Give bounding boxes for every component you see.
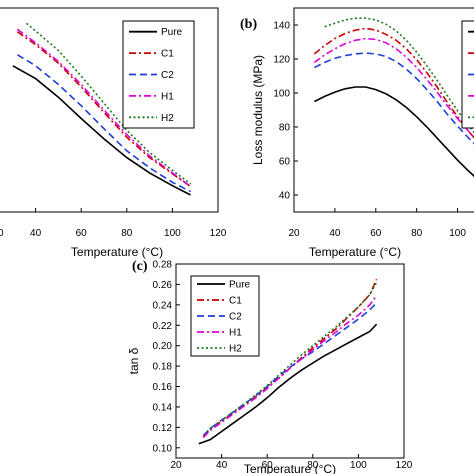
y-tick-label: 120	[273, 55, 290, 66]
x-tick-label: 60	[262, 460, 274, 471]
x-tick-label: 100	[449, 228, 466, 239]
legend-label-h1: H1	[161, 91, 174, 102]
y-tick-label: 0.18	[153, 362, 173, 373]
y-tick-label: 0.12	[153, 423, 173, 434]
y-axis-label: Loss modulus (MPa)	[251, 55, 265, 165]
series-line-h1	[313, 37, 474, 139]
chart-panel-2: 20 40 60 80 100 40 60 80 100 120 140 Temperature (°…	[240, 7, 474, 259]
legend-label-h2: H2	[229, 344, 242, 355]
y-tick-label: 60	[279, 157, 291, 168]
series-line-h2	[324, 17, 474, 134]
y-tick-label: 0.20	[153, 341, 173, 352]
series-line-h2	[202, 282, 378, 437]
plot-frame	[0, 7, 219, 213]
x-tick-label: 120	[396, 460, 413, 471]
chart-panel-1: 40 60 80 100 120 20 Temperature (°C) Pure C1 C2 H1…	[0, 7, 227, 259]
x-axis-label: Temperature (°C)	[309, 245, 401, 259]
series-line-h1	[202, 295, 378, 439]
panel-label: (b)	[240, 17, 257, 32]
y-tick-label: 0.26	[153, 280, 173, 291]
y-tick-label: 80	[279, 123, 291, 134]
y-tick-label: 40	[279, 191, 291, 202]
x-tick-label: 100	[164, 228, 181, 239]
y-tick-label: 100	[273, 89, 290, 100]
x-tick-label: 60	[76, 228, 88, 239]
x-tick-label: 20	[170, 460, 182, 471]
legend-label-h1: H1	[229, 328, 242, 339]
x-tick-label: 40	[329, 228, 341, 239]
y-tick-label: 140	[273, 21, 290, 32]
plot-frame	[175, 263, 405, 459]
x-tick-label: 80	[411, 228, 423, 239]
series-line-c1	[16, 31, 192, 188]
y-tick-label: 0.28	[153, 260, 173, 271]
series-line-c1	[313, 27, 474, 139]
x-tick-label: 80	[121, 228, 133, 239]
x-tick-label: 60	[370, 228, 382, 239]
x-tick-label: 80	[307, 460, 319, 471]
x-axis-label: Temperature (°C)	[244, 462, 336, 474]
series-line-c2	[16, 54, 191, 193]
x-tick-label-clipped: 20	[0, 228, 4, 239]
y-tick-label: 0.14	[153, 402, 173, 413]
series-line-h2	[25, 22, 192, 185]
legend: Pure C1 C2 H1 H2	[122, 20, 195, 129]
y-tick-label: 0.10	[153, 443, 173, 454]
x-tick-label: 100	[350, 460, 367, 471]
legend-label-c2: C2	[229, 312, 242, 323]
legend-label-c1: C1	[161, 49, 174, 60]
series-line-pure	[198, 323, 378, 445]
x-tick-label: 120	[210, 228, 227, 239]
series-line-pure	[314, 86, 474, 178]
y-tick-label: 0.16	[153, 382, 173, 393]
legend-label-h2: H2	[161, 113, 174, 124]
x-axis-label: Temperature (°C)	[71, 245, 163, 259]
chart-panel-3: 20 40 60 80 100 120 0.10 0.12 0.14 0.16 0.18 0.20 0.…	[127, 259, 413, 474]
x-tick-label: 40	[30, 228, 42, 239]
y-axis-label: tan δ	[127, 347, 141, 374]
x-tick-label: 40	[216, 460, 228, 471]
legend: Pure C1 C2 H1 H2	[190, 275, 260, 357]
y-tick-label: 0.22	[153, 321, 173, 332]
series-line-pure	[12, 65, 191, 196]
series-line-h1	[16, 28, 192, 188]
legend-label-pure: Pure	[161, 27, 183, 38]
plot-frame	[293, 7, 474, 213]
panel-label: (c)	[132, 259, 148, 274]
legend-label-pure: Pure	[229, 280, 251, 291]
legend-label-c1: C1	[229, 296, 242, 307]
x-tick-label: 20	[288, 228, 300, 239]
y-tick-label: 0.24	[153, 300, 173, 311]
legend-label-c2: C2	[161, 70, 174, 81]
